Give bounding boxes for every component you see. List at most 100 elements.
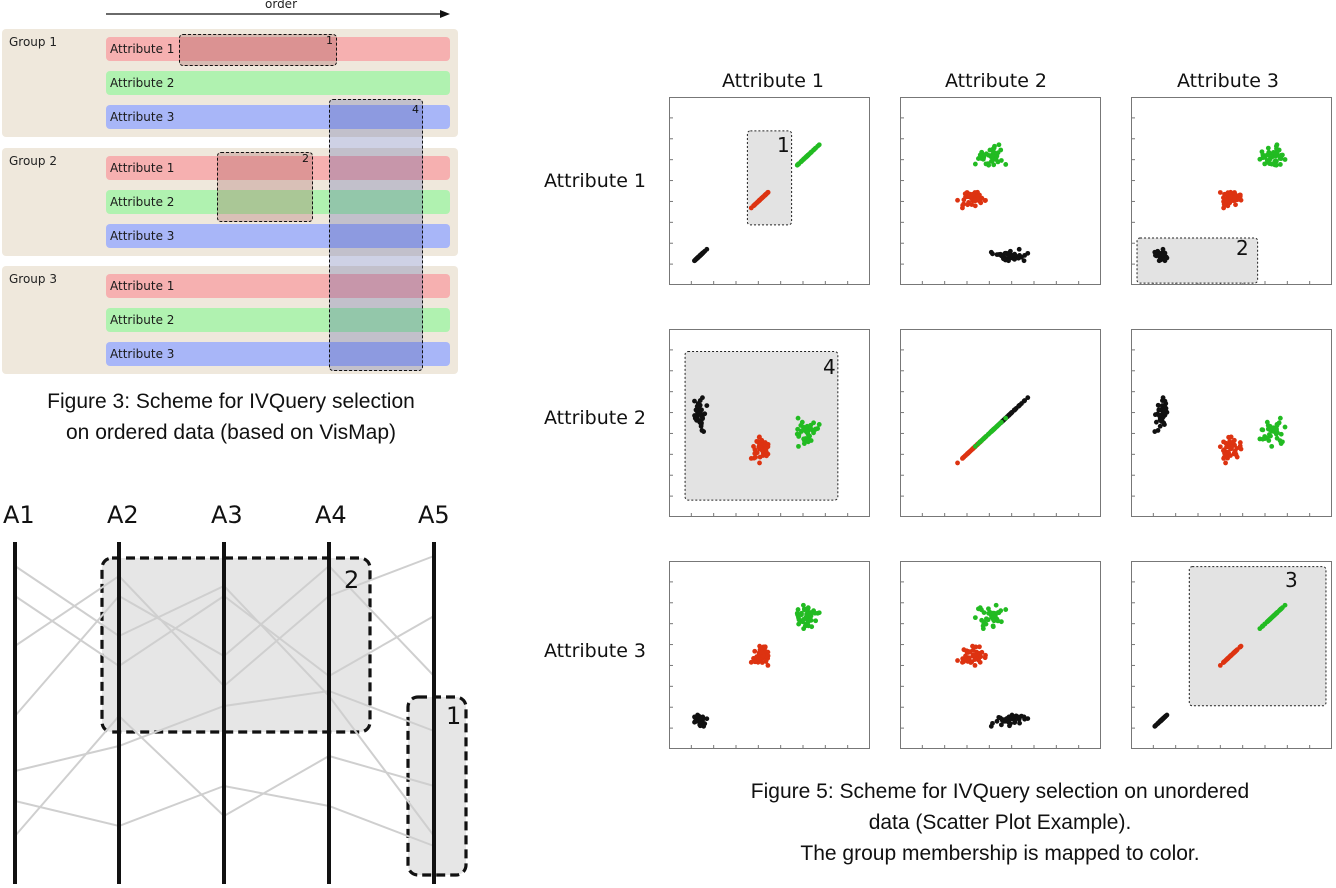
scatter-point <box>976 657 982 663</box>
scatter-point <box>1228 446 1233 452</box>
scatter-point <box>1237 440 1243 445</box>
scatter-point <box>1260 436 1266 442</box>
scatter-point <box>1265 145 1271 151</box>
scatter-point <box>955 197 960 203</box>
scatter-point <box>760 653 766 659</box>
scatter-point <box>757 643 763 649</box>
group-3-attribute-2-bar: Attribute 2 <box>106 308 450 332</box>
scatter-point <box>978 200 984 206</box>
selection-2-rect[interactable] <box>217 152 313 222</box>
scatter-point <box>1277 438 1283 444</box>
scatter-point <box>1003 607 1009 612</box>
column-title-attribute-3: Attribute 3 <box>1177 70 1280 92</box>
scatter-point <box>990 146 996 152</box>
scatter-point <box>1003 415 1009 421</box>
scatter-point <box>961 647 967 653</box>
scatter-point <box>805 439 811 445</box>
scatter-point <box>704 716 710 722</box>
scatter-point <box>1232 191 1238 197</box>
scatter-point <box>752 648 758 654</box>
scatter-point <box>978 654 984 660</box>
scatter-point <box>800 602 806 608</box>
scatter-point <box>1227 438 1233 444</box>
scatter-point <box>1223 440 1229 446</box>
scatter-point <box>1217 444 1223 450</box>
scatter-point <box>1152 429 1158 434</box>
scatter-point <box>1162 422 1167 427</box>
scatter-point <box>1160 409 1166 415</box>
group-2-label: Group 2 <box>9 154 57 168</box>
column-title-attribute-2: Attribute 2 <box>945 70 1048 92</box>
scatter-point <box>796 443 801 449</box>
scatter-point <box>986 162 992 168</box>
order-label: order <box>265 0 297 11</box>
scatter-panel-r3-c1 <box>669 561 870 749</box>
scatter-point <box>1217 190 1223 195</box>
scatter-point <box>988 723 994 729</box>
sp-selection-3-number: 3 <box>1285 568 1298 592</box>
scatter-point <box>759 195 765 201</box>
scatter-point <box>812 427 818 433</box>
scatter-point <box>754 654 760 660</box>
scatter-point <box>972 161 978 167</box>
scatter-point <box>794 162 800 168</box>
scatter-point <box>1237 192 1243 198</box>
group-2-attribute-3-bar: Attribute 3 <box>106 224 450 248</box>
scatter-point <box>809 624 815 630</box>
scatter-point <box>1267 616 1273 622</box>
scatter-point <box>986 431 992 437</box>
selection-1-rect[interactable] <box>179 34 337 66</box>
parallel-coordinates-plot <box>13 542 468 884</box>
figure-5-caption-line-3: The group membership is mapped to color. <box>800 842 1200 865</box>
scatter-point <box>1217 662 1223 668</box>
group-3-attribute-3-bar: Attribute 3 <box>106 342 450 366</box>
scatter-panel-r2-c2 <box>900 329 1101 517</box>
scatter-point <box>970 647 976 653</box>
scatter-point <box>981 619 987 625</box>
scatter-point <box>970 643 975 649</box>
scatter-point <box>995 422 1001 428</box>
row-title-attribute-3: Attribute 3 <box>544 640 647 662</box>
scatter-point <box>1278 431 1284 437</box>
scatter-point <box>799 428 804 434</box>
scatter-point <box>759 437 765 443</box>
column-title-attribute-1: Attribute 1 <box>722 70 825 92</box>
scatter-point <box>985 617 991 623</box>
scatter-panel-r1-c1 <box>669 97 870 285</box>
selection-4-number: 4 <box>412 103 419 116</box>
scatter-point <box>998 619 1004 625</box>
scatter-point <box>1231 437 1237 443</box>
scatter-point <box>704 246 710 252</box>
scatter-point <box>1282 157 1288 162</box>
scatter-point <box>1153 723 1158 729</box>
scatter-point <box>1021 258 1027 264</box>
scatter-point <box>972 657 978 662</box>
scatter-point <box>998 722 1004 728</box>
scatter-point <box>763 446 769 452</box>
scatter-point <box>1157 423 1163 429</box>
scatter-point <box>760 453 766 458</box>
scatter-panel-r1-c2 <box>900 97 1101 285</box>
group-1-label: Group 1 <box>9 35 57 49</box>
scatter-point <box>697 252 703 258</box>
scatter-point <box>988 249 994 255</box>
selection-4-rect[interactable] <box>329 99 423 371</box>
scatter-point <box>692 398 697 404</box>
scatter-point <box>1231 649 1237 655</box>
scatter-point <box>805 605 811 611</box>
scatter-point <box>996 142 1002 148</box>
scatter-point <box>1274 610 1279 616</box>
scatter-point <box>1267 427 1273 433</box>
scatter-point <box>700 395 705 401</box>
scatter-point <box>813 618 819 624</box>
figure-3-caption-line-1: Figure 3: Scheme for IVQuery selection <box>47 390 415 413</box>
scatter-point <box>1153 412 1158 418</box>
scatter-point <box>799 158 804 164</box>
scatter-point <box>994 718 1000 724</box>
scatter-point <box>1259 427 1265 433</box>
scatter-point <box>960 205 965 211</box>
scatter-point <box>955 658 960 663</box>
scatter-point <box>1003 250 1009 256</box>
scatter-point <box>960 659 965 665</box>
scatter-point <box>799 419 805 425</box>
